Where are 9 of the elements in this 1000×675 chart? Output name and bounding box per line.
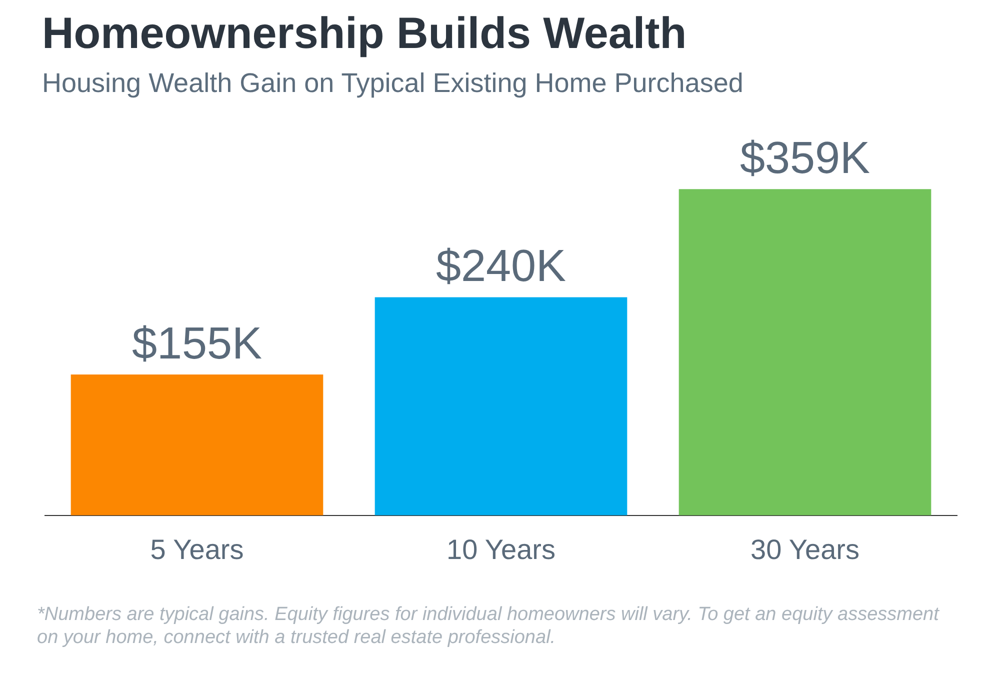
text: *Numbers are typical gains. Equity figures for individual homeowners will vary. To get an equity assessment on your home, connect with a trusted real estate professional. (37, 603, 940, 649)
x-tick-label: 5 Years (150, 534, 244, 565)
data-label: $155K (132, 317, 262, 368)
x-tick-label: 30 Years (750, 534, 860, 565)
chart-title: Homeownership Builds Wealth (42, 9, 687, 59)
data-label: $359K (740, 132, 870, 184)
data-label: $240K (436, 240, 566, 292)
x-tick-label: 10 Years (446, 534, 556, 565)
chart-subtitle: Housing Wealth Gain on Typical Existing Home Purchased (42, 68, 744, 99)
